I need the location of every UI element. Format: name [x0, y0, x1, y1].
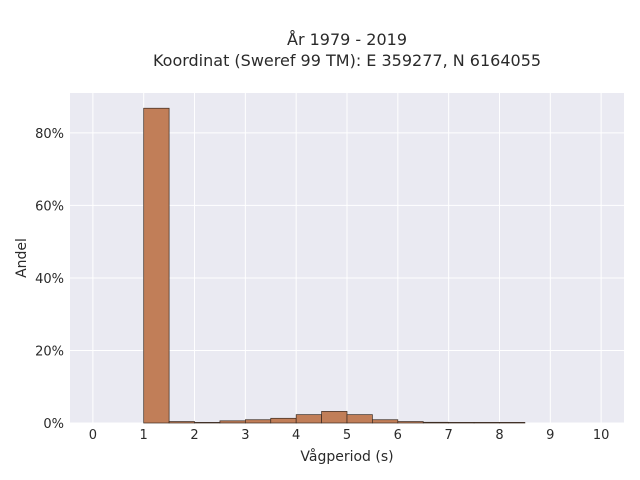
histogram-bar	[194, 422, 221, 424]
histogram-bar	[499, 422, 526, 424]
histogram-bar	[397, 421, 424, 424]
x-tick-label: 0	[89, 428, 97, 443]
chart-title-line-1: År 1979 - 2019	[287, 30, 407, 49]
x-tick-label: 8	[495, 428, 503, 443]
x-tick-label: 1	[140, 428, 148, 443]
x-tick-label: 9	[546, 428, 554, 443]
x-axis-label: Vågperiod (s)	[300, 448, 393, 465]
chart-title-line-2: Koordinat (Sweref 99 TM): E 359277, N 61…	[153, 51, 541, 70]
x-axis-ticks: 0 1 2 3 4 5 6 7 8 9 10	[89, 428, 610, 443]
y-tick-label: 0%	[43, 417, 64, 432]
x-tick-label: 6	[394, 428, 402, 443]
x-tick-label: 2	[190, 428, 198, 443]
y-tick-label: 80%	[35, 127, 64, 142]
y-axis-label: Andel	[14, 238, 30, 278]
histogram-bar	[244, 419, 272, 424]
histogram-bar	[372, 419, 399, 424]
x-tick-label: 7	[445, 428, 453, 443]
histogram-bar	[270, 417, 297, 424]
bars	[143, 107, 526, 424]
y-tick-label: 20%	[35, 344, 64, 359]
histogram-bar	[422, 421, 450, 424]
histogram-bar	[219, 420, 246, 424]
x-tick-label: 4	[292, 428, 300, 443]
x-tick-label: 10	[593, 428, 610, 443]
histogram-bar	[346, 414, 373, 424]
y-tick-label: 60%	[35, 199, 64, 214]
y-tick-label: 40%	[35, 272, 64, 287]
x-tick-label: 5	[343, 428, 351, 443]
x-tick-label: 3	[241, 428, 249, 443]
histogram-bar	[295, 414, 322, 424]
histogram-bar	[321, 411, 348, 424]
y-axis-ticks: 0% 20% 40% 60% 80%	[35, 127, 64, 432]
histogram-bar	[473, 422, 500, 424]
histogram-bar	[168, 421, 195, 424]
histogram-bar	[143, 107, 170, 424]
histogram-bar	[448, 422, 475, 424]
